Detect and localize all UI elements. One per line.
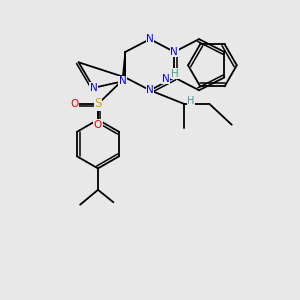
Text: H: H (187, 96, 194, 106)
Text: O: O (94, 120, 102, 130)
Text: N: N (146, 85, 154, 95)
Text: N: N (118, 76, 126, 86)
Text: O: O (70, 99, 78, 109)
Text: N: N (162, 74, 169, 84)
Text: S: S (94, 98, 102, 110)
Text: N: N (146, 34, 154, 44)
Text: H: H (171, 69, 179, 79)
Text: N: N (90, 83, 98, 93)
Text: N: N (170, 47, 178, 57)
